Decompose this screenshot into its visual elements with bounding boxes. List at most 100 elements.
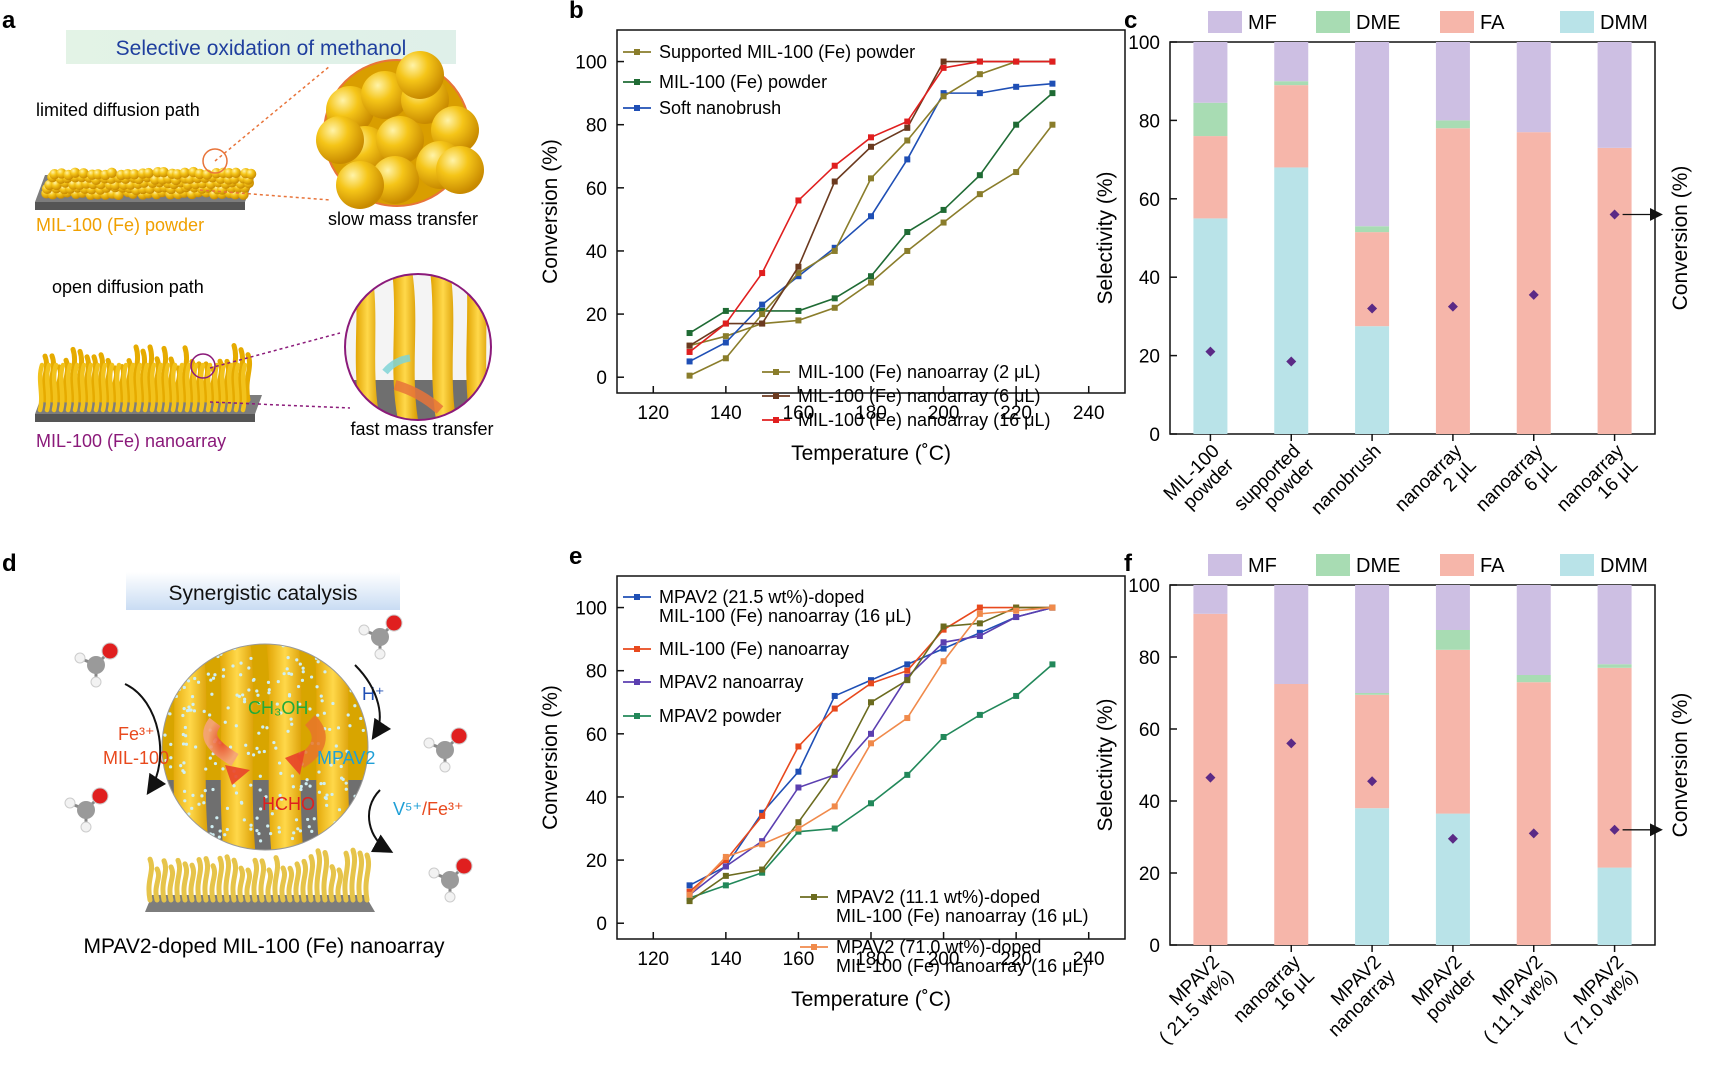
- nanofiber: [321, 850, 330, 903]
- bar-segment-fa: [1435, 128, 1470, 435]
- nanofiber: [44, 362, 52, 413]
- powder-particle: [78, 168, 89, 179]
- panel-letter-a: a: [2, 7, 16, 34]
- legend-label-line: MIL-100 (Fe) nanoarray (16 μL): [836, 906, 1088, 926]
- catalyst-dot: [163, 733, 167, 737]
- data-point: [976, 71, 983, 78]
- legend-label: Supported MIL-100 (Fe) powder: [659, 42, 915, 62]
- legend-b-supported-powder: Supported MIL-100 (Fe) powder: [623, 42, 915, 62]
- nanofiber: [51, 362, 59, 413]
- catalyst-dot: [302, 647, 306, 651]
- catalyst-dot: [186, 679, 191, 683]
- data-point: [759, 311, 766, 318]
- y-tick-label: 60: [1139, 190, 1160, 211]
- data-point: [904, 137, 911, 144]
- legend-b-powder: MIL-100 (Fe) powder: [623, 72, 827, 92]
- catalyst-dot: [221, 674, 225, 678]
- data-point: [795, 270, 802, 277]
- catalyst-dot: [320, 699, 324, 703]
- fe3-slash-label: /Fe³⁺: [422, 799, 464, 819]
- data-point: [722, 355, 729, 362]
- v5-fe3-label: V⁵⁺/Fe³⁺: [393, 799, 463, 819]
- nanofiber: [286, 865, 295, 903]
- catalyst-dot: [329, 840, 333, 844]
- chart-c-selectivity-bars: c MF DME FA DMM 0 20 40 60 80 100 Selectivity (%) Co…: [1094, 7, 1692, 530]
- catalysis-zoom-circle: [161, 643, 369, 851]
- powder-particle: [106, 167, 117, 179]
- legend-swatch-fa: [1440, 554, 1474, 576]
- catalyst-dot: [308, 707, 312, 711]
- legend-label-line: MPAV2 (71.0 wt%)-doped: [836, 937, 1041, 957]
- data-point: [831, 825, 838, 832]
- x-tick-label: 240: [1073, 403, 1105, 424]
- catalyst-dot: [257, 831, 261, 836]
- x-tick-label: 140: [710, 949, 742, 970]
- y-tick-label: 40: [586, 242, 607, 263]
- catalyst-dot: [249, 823, 253, 827]
- catalyst-dot: [272, 740, 276, 745]
- powder-particle: [230, 167, 242, 179]
- nanofiber: [293, 861, 302, 903]
- catalyst-dot: [298, 662, 302, 666]
- bar-segment-dmm: [1597, 867, 1632, 945]
- y2-axis-title: Conversion (%): [1669, 166, 1692, 311]
- molecule-illustrations: [64, 614, 473, 903]
- hydrogen-atom: [444, 891, 456, 903]
- legend-label-line: MPAV2 (11.1 wt%)-doped: [836, 887, 1040, 907]
- category-label: nanobrush: [1307, 441, 1385, 519]
- x-tick-label: 220: [1000, 949, 1032, 970]
- data-point: [686, 358, 693, 365]
- nanofiber: [86, 362, 94, 413]
- chart-b-conversion-vs-temperature: b 0 20 40 60 80 100 120 140 160 180 200 220 240 Temper…: [539, 0, 1126, 465]
- nanofiber: [79, 362, 87, 413]
- data-point: [976, 629, 983, 636]
- nanofiber: [198, 362, 206, 413]
- data-point: [831, 247, 838, 254]
- y-tick-label: 40: [1139, 792, 1160, 813]
- catalyst-dot: [353, 644, 357, 647]
- nanofiber: [237, 347, 246, 403]
- catalyst-dot: [312, 817, 316, 821]
- data-point: [686, 330, 693, 337]
- catalyst-dot: [286, 729, 290, 733]
- x-axis-title: Temperature (˚C): [791, 442, 951, 465]
- x-tick-label: 160: [783, 949, 815, 970]
- catalyst-dot: [213, 673, 217, 677]
- catalyst-dot: [339, 776, 344, 780]
- zoom-line-bottom-1: [209, 332, 341, 369]
- catalyst-dot: [325, 803, 329, 807]
- catalyst-dot: [287, 671, 291, 676]
- catalyst-dot: [310, 829, 314, 833]
- legend-label-fa: FA: [1480, 555, 1505, 577]
- nanofiber: [244, 867, 253, 903]
- catalyst-dot: [325, 793, 329, 797]
- category-label: nanoarray6 μL: [1472, 440, 1562, 530]
- nanofiber: [205, 362, 213, 413]
- legend-label-dme: DME: [1356, 12, 1400, 34]
- plot-frame: [616, 575, 1126, 940]
- legend-b-nanoarray-2: MIL-100 (Fe) nanoarray (2 μL): [762, 362, 1040, 382]
- legend-e-mpav2-71: MPAV2 (71.0 wt%)-doped MIL-100 (Fe) nanoa…: [800, 937, 1088, 976]
- y-axis-title: Selectivity (%): [1094, 698, 1117, 831]
- catalyst-dot: [285, 667, 289, 671]
- catalyst-dot: [322, 781, 326, 786]
- hydrogen-atom: [423, 737, 435, 749]
- catalyst-dot: [275, 806, 279, 810]
- legend-label-line: MIL-100 (Fe) nanoarray (16 μL): [836, 956, 1088, 976]
- nanofiber: [258, 858, 267, 903]
- conversion-marker: [1286, 738, 1297, 749]
- legend-swatch-dme: [1316, 554, 1350, 576]
- catalyst-dot: [346, 713, 350, 717]
- nanofiber: [335, 867, 344, 903]
- y2-axis-title: Conversion (%): [1669, 693, 1692, 838]
- catalyst-dot: [226, 706, 230, 710]
- data-point: [976, 620, 983, 627]
- catalyst-dot: [200, 794, 204, 798]
- legend-label: MPAV2 powder: [659, 706, 781, 726]
- y-tick-label: 0: [1149, 425, 1160, 446]
- bar-segment-dmm: [1355, 326, 1390, 434]
- catalyst-dot: [183, 818, 187, 822]
- series-line: [689, 82, 1053, 363]
- catalyst-dot: [209, 678, 213, 682]
- bar-segment-dme: [1435, 630, 1470, 650]
